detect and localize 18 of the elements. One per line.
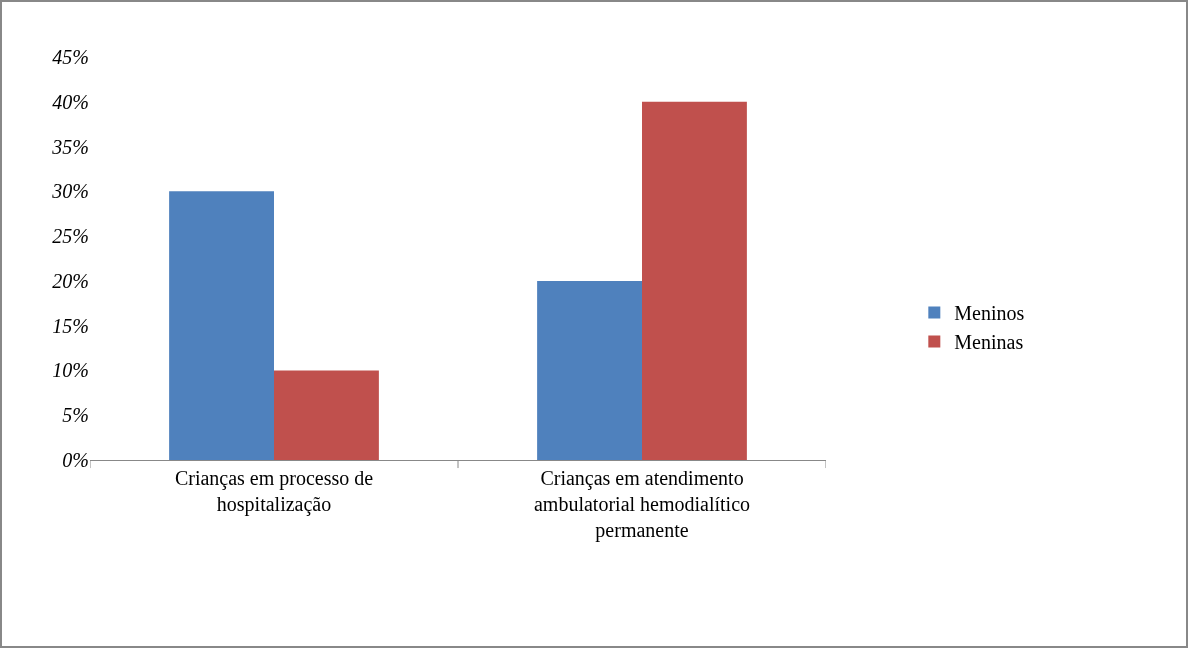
y-tick-label: 25% — [52, 225, 89, 248]
y-tick-label: 35% — [51, 135, 89, 158]
bar — [537, 280, 642, 460]
bar — [274, 370, 379, 460]
y-tick-label: 45% — [52, 46, 89, 68]
y-tick-label: 0% — [62, 449, 89, 471]
x-tick-label: Crianças em atendimento ambulatorial hemodialítico permanente — [533, 467, 751, 542]
x-tick-label: Crianças em processo de hospitalização — [174, 467, 374, 516]
legend-label: Meninos — [954, 302, 1025, 325]
y-tick-label: 40% — [52, 90, 89, 113]
y-tick-label: 20% — [52, 269, 89, 292]
y-tick-label: 30% — [51, 180, 89, 203]
y-tick-label: 5% — [62, 404, 89, 427]
y-tick-label: 10% — [52, 359, 89, 382]
legend-label: Meninas — [954, 331, 1024, 354]
y-tick-label: 15% — [52, 314, 89, 337]
bar — [169, 191, 274, 460]
bar — [642, 101, 747, 460]
